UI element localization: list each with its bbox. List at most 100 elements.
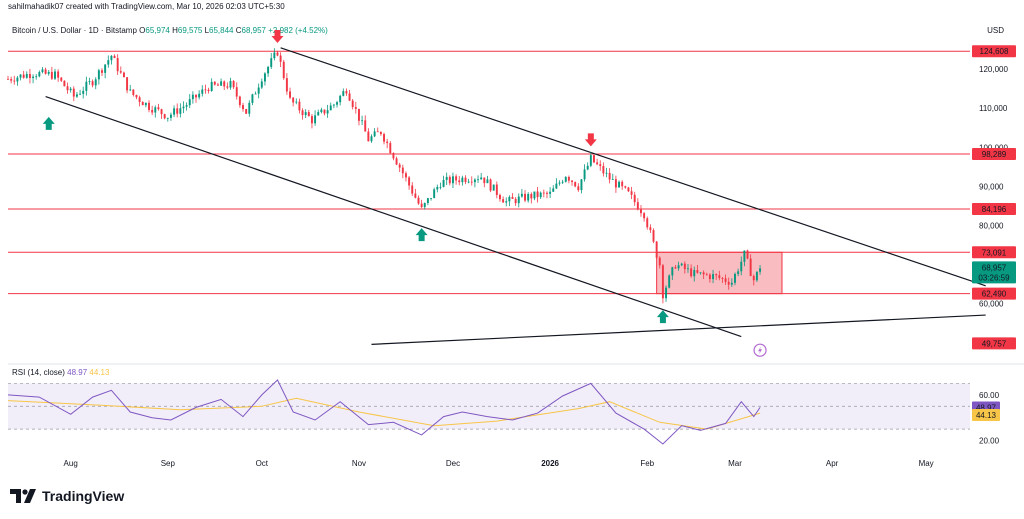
candle[interactable] xyxy=(166,117,169,119)
candle[interactable] xyxy=(213,81,216,85)
candle[interactable] xyxy=(461,177,464,183)
candle[interactable] xyxy=(524,193,527,201)
candle[interactable] xyxy=(677,265,680,269)
candle[interactable] xyxy=(636,202,639,210)
candle[interactable] xyxy=(307,112,310,117)
candle[interactable] xyxy=(242,105,244,110)
candle[interactable] xyxy=(505,201,508,203)
candle[interactable] xyxy=(116,58,119,72)
candle[interactable] xyxy=(104,64,107,73)
candle[interactable] xyxy=(542,192,545,194)
candle[interactable] xyxy=(618,181,621,188)
candle[interactable] xyxy=(502,199,505,203)
candle[interactable] xyxy=(467,181,470,183)
candle[interactable] xyxy=(611,179,614,180)
candle[interactable] xyxy=(276,52,279,56)
candle[interactable] xyxy=(79,93,82,95)
candle[interactable] xyxy=(492,184,495,191)
candle[interactable] xyxy=(533,191,536,199)
candle[interactable] xyxy=(743,250,746,262)
candle[interactable] xyxy=(119,71,122,73)
candle[interactable] xyxy=(191,94,194,100)
candle[interactable] xyxy=(260,81,263,88)
candle[interactable] xyxy=(185,105,188,107)
candle[interactable] xyxy=(66,86,69,91)
candle[interactable] xyxy=(693,270,696,277)
candle[interactable] xyxy=(386,141,389,144)
candle[interactable] xyxy=(680,263,683,266)
tradingview-footer[interactable]: TradingView xyxy=(10,488,124,504)
candle[interactable] xyxy=(229,81,232,88)
candle[interactable] xyxy=(35,76,38,78)
current-price-tag[interactable] xyxy=(972,261,1016,284)
level-price-tag[interactable] xyxy=(972,287,1016,300)
candle[interactable] xyxy=(759,268,762,272)
candle[interactable] xyxy=(740,261,743,272)
candle[interactable] xyxy=(574,181,577,187)
candle[interactable] xyxy=(132,89,135,95)
candle[interactable] xyxy=(157,107,160,110)
candle[interactable] xyxy=(320,109,323,113)
candle[interactable] xyxy=(113,55,116,59)
candle[interactable] xyxy=(536,191,539,198)
candle[interactable] xyxy=(426,198,429,204)
candle[interactable] xyxy=(138,97,141,102)
candle[interactable] xyxy=(445,176,448,180)
candle[interactable] xyxy=(364,120,367,132)
candle[interactable] xyxy=(188,99,191,106)
candle[interactable] xyxy=(13,80,16,82)
candle[interactable] xyxy=(511,196,514,199)
candle[interactable] xyxy=(417,197,420,204)
candle[interactable] xyxy=(301,110,304,116)
candle[interactable] xyxy=(464,177,467,182)
candle[interactable] xyxy=(455,176,458,181)
candle[interactable] xyxy=(270,58,273,67)
candle[interactable] xyxy=(746,250,749,259)
candle[interactable] xyxy=(182,106,185,109)
candle[interactable] xyxy=(708,274,711,280)
candle[interactable] xyxy=(702,272,705,275)
candle[interactable] xyxy=(72,88,75,97)
rsi-line[interactable] xyxy=(7,379,761,445)
candle[interactable] xyxy=(668,275,671,288)
candle[interactable] xyxy=(329,105,332,111)
candle[interactable] xyxy=(389,143,392,154)
candle[interactable] xyxy=(392,153,395,159)
candle[interactable] xyxy=(60,77,63,81)
candle[interactable] xyxy=(361,120,364,122)
candle[interactable] xyxy=(633,194,636,203)
candle[interactable] xyxy=(398,164,401,168)
currency-label[interactable]: USD xyxy=(987,26,1004,35)
candle[interactable] xyxy=(75,94,78,97)
candle[interactable] xyxy=(649,227,652,231)
candle[interactable] xyxy=(57,71,60,78)
candle[interactable] xyxy=(154,107,157,113)
candle[interactable] xyxy=(640,209,642,214)
candle[interactable] xyxy=(580,179,583,191)
level-price-tag[interactable] xyxy=(972,337,1016,350)
candle[interactable] xyxy=(577,186,580,191)
candle[interactable] xyxy=(354,107,357,109)
candle[interactable] xyxy=(545,192,548,194)
candle[interactable] xyxy=(564,176,567,182)
candle[interactable] xyxy=(665,287,668,299)
candle[interactable] xyxy=(7,78,9,80)
candle[interactable] xyxy=(44,69,47,74)
candle[interactable] xyxy=(530,193,533,199)
candle[interactable] xyxy=(292,97,295,103)
candle[interactable] xyxy=(332,104,335,106)
candle[interactable] xyxy=(433,189,436,199)
candle[interactable] xyxy=(263,73,266,82)
candle[interactable] xyxy=(32,76,35,79)
candle[interactable] xyxy=(326,110,329,114)
candle[interactable] xyxy=(671,267,674,276)
candle[interactable] xyxy=(198,93,201,98)
candle[interactable] xyxy=(715,274,718,276)
candle[interactable] xyxy=(683,263,686,270)
candle[interactable] xyxy=(658,257,661,266)
candle[interactable] xyxy=(571,180,574,182)
candle[interactable] xyxy=(514,198,517,204)
candle[interactable] xyxy=(204,89,207,91)
lower-channel-trendline[interactable] xyxy=(45,95,742,338)
candle[interactable] xyxy=(483,177,486,184)
